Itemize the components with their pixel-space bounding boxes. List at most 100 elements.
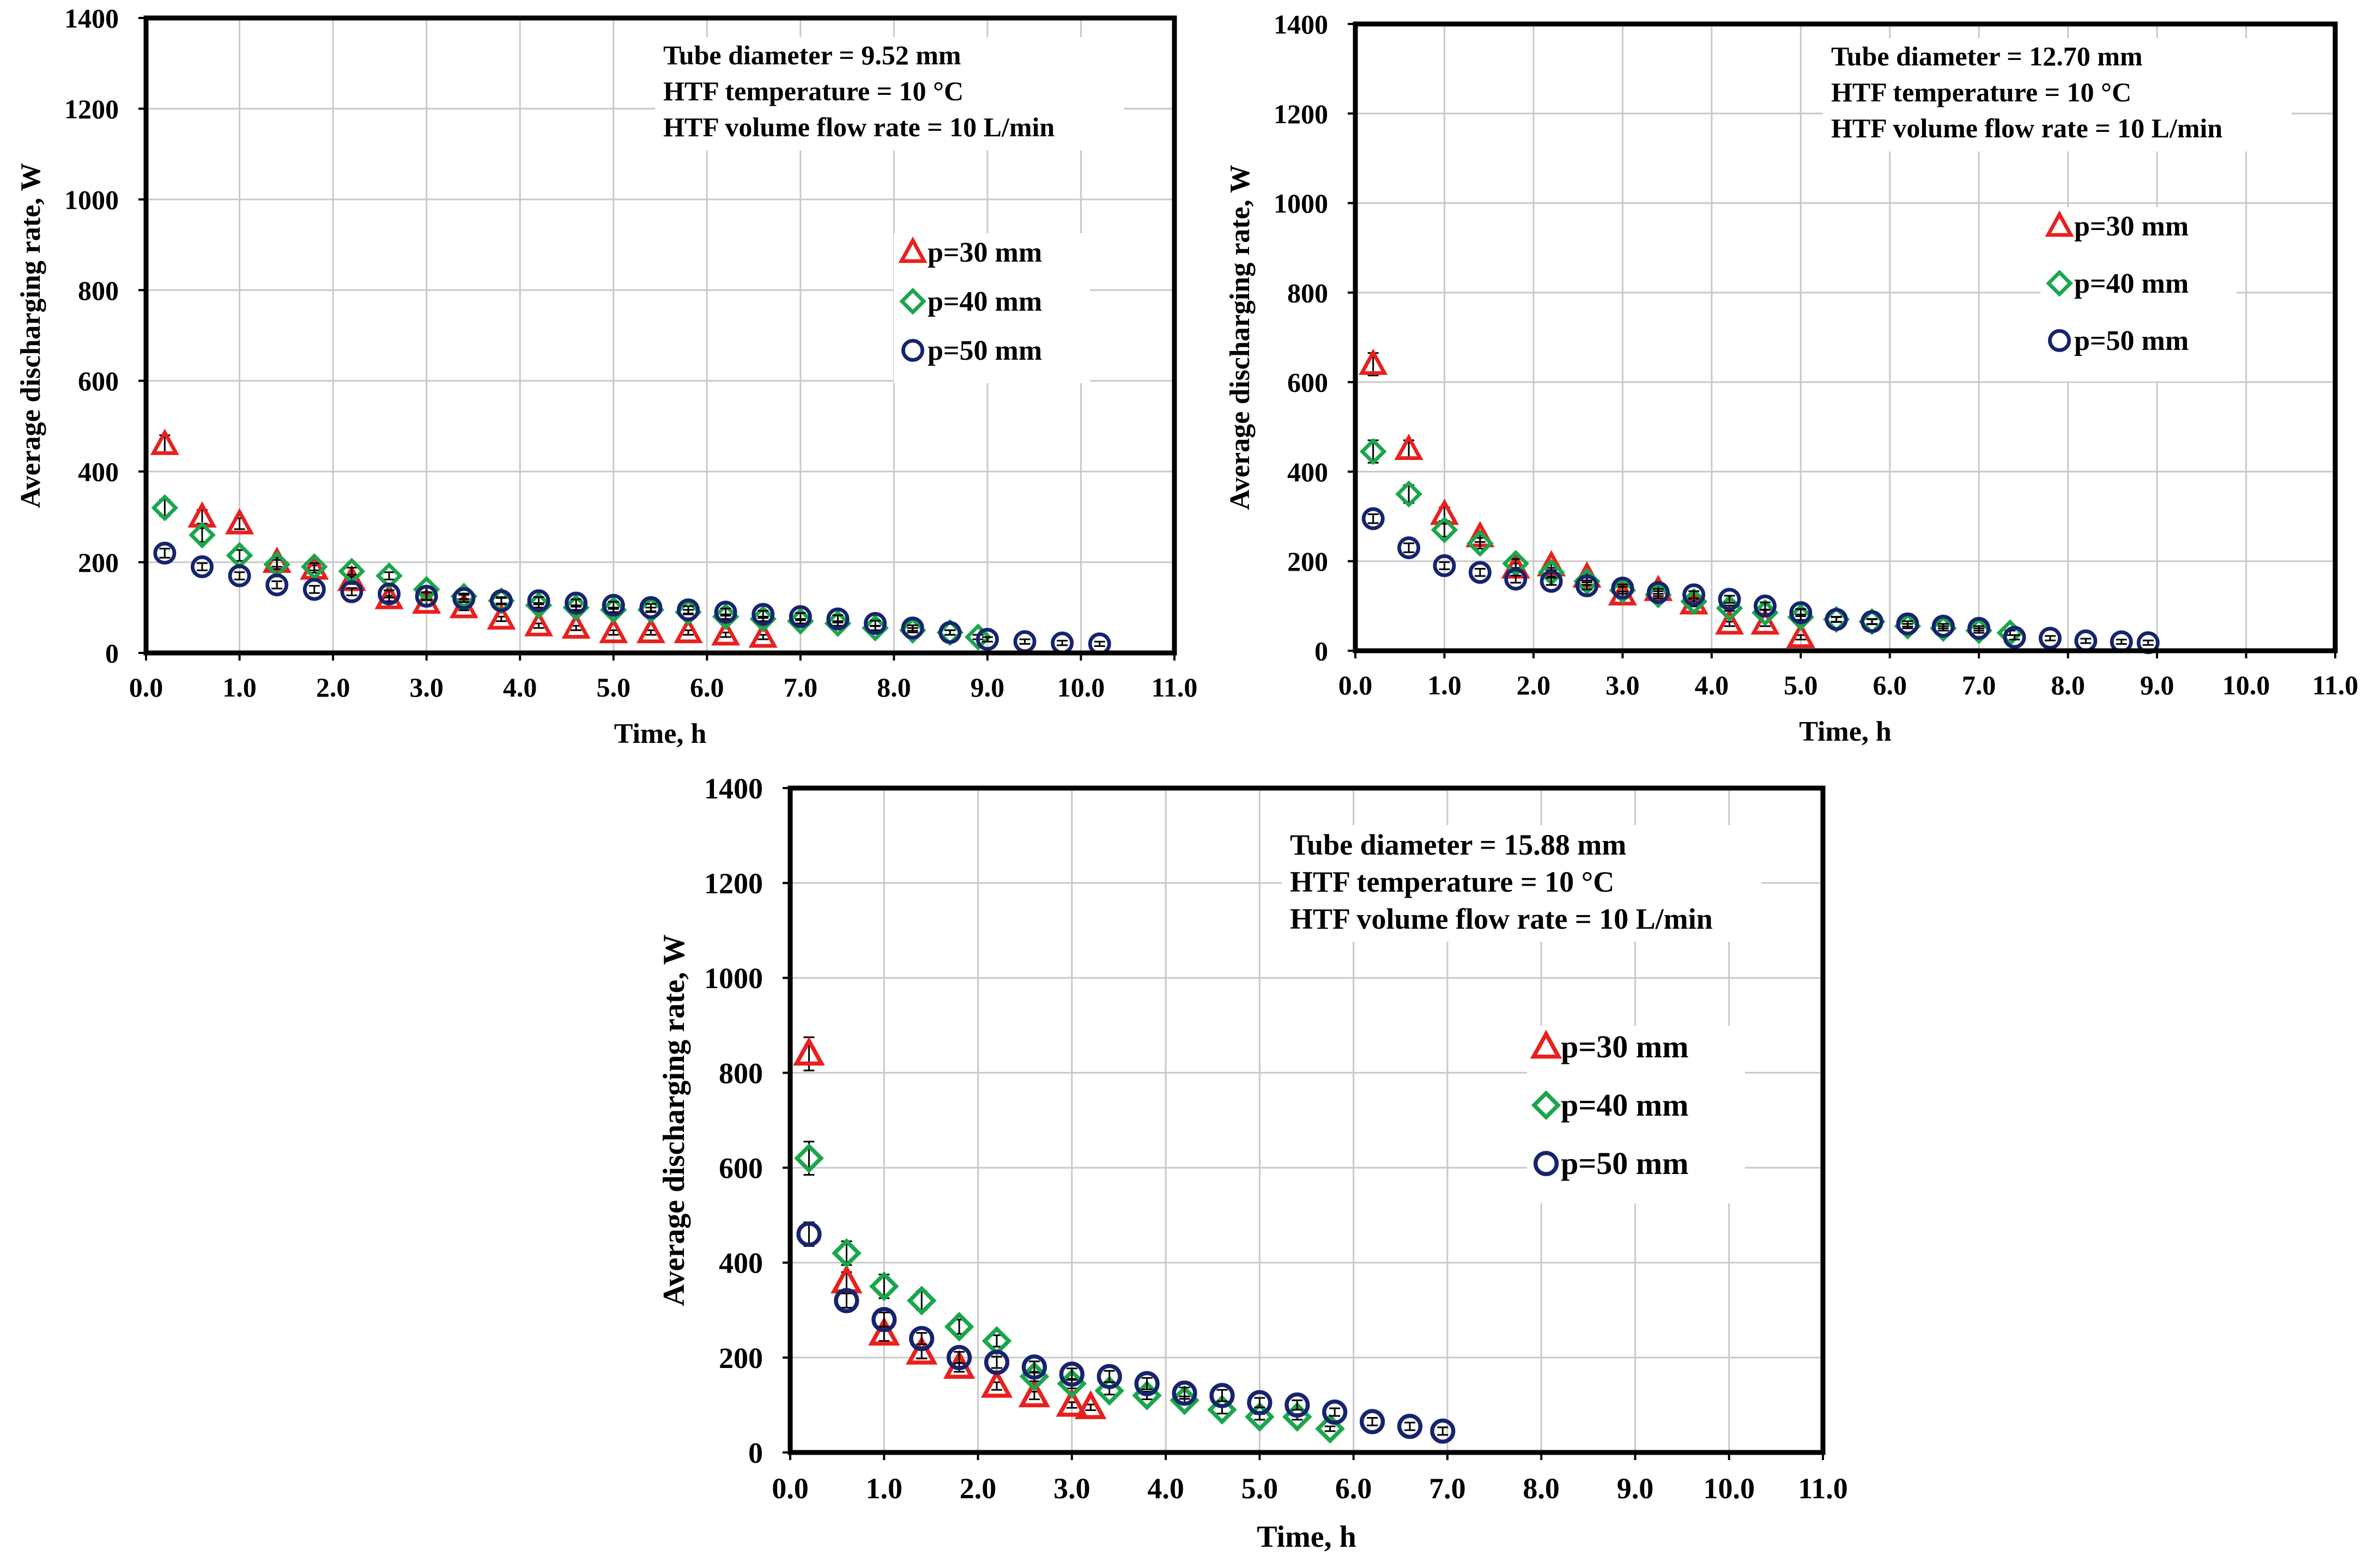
x-axis-title: Time, h [1257,1520,1356,1554]
x-tick-label: 3.0 [1053,1472,1090,1505]
error-bar [795,612,806,621]
data-point [265,573,289,597]
y-tick-label: 1000 [704,962,763,995]
annotation-line: Tube diameter = 15.88 mm [1290,828,1626,861]
data-point [1540,570,1563,593]
data-point [1430,1418,1456,1444]
x-tick-label: 8.0 [1523,1472,1560,1505]
data-point [712,603,740,631]
legend-marker-diamond [899,288,926,315]
data-point [1929,615,1957,642]
plot-frame [143,15,1177,656]
data-point [1433,554,1456,577]
x-tick-label: 5.0 [1784,670,1818,700]
error-bar [1028,1360,1040,1374]
error-bar [2080,638,2092,644]
data-point [602,594,625,617]
data-point [1718,588,1741,611]
error-bar [1057,640,1068,646]
data-point [1018,1378,1051,1408]
annotation-line: HTF temperature = 10 °C [1290,865,1614,898]
y-tick-label: 0 [748,1437,763,1469]
x-axis-title: Time, h [614,718,707,749]
data-point [300,553,328,580]
x-tick-label: 4.0 [1695,670,1729,700]
data-point [1861,610,1884,633]
y-tick-label: 1400 [64,3,119,34]
data-point [1753,594,1777,617]
x-tick-label: 8.0 [877,672,911,703]
data-point [944,1311,974,1342]
data-point [452,587,476,610]
data-point [1965,617,1992,644]
series-diamond [1359,438,2024,646]
data-point [565,591,588,615]
data-point [378,582,401,606]
x-tick-label: 5.0 [1241,1472,1279,1505]
data-point [1245,1402,1275,1432]
x-tick-label: 1.0 [1427,670,1462,700]
x-tick-label: 4.0 [1147,1472,1184,1505]
error-bar [1510,574,1522,584]
x-tick-label: 1.0 [866,1472,903,1505]
data-point [1787,603,1815,631]
error-bar [346,567,358,576]
error-bar [991,1355,1002,1369]
x-tick-label: 7.0 [784,672,818,703]
error-bar [308,562,320,572]
y-tick-label: 1200 [64,94,119,124]
y-axis-title: Average discharging rate, W [657,934,691,1306]
error-bar [1688,590,1700,600]
x-tick-label: 8.0 [2051,670,2085,700]
data-point [599,596,627,623]
data-point [1504,567,1528,591]
data-point [906,1286,937,1316]
data-point [1134,1371,1160,1396]
data-point [1322,1399,1348,1425]
annotation-box [1282,825,1761,942]
error-bar [2009,634,2020,640]
error-bar [944,629,956,636]
y-tick-label: 1200 [1274,99,1328,129]
x-tick-label: 2.0 [1517,670,1551,700]
data-point [1361,507,1385,530]
data-point [794,1143,824,1173]
error-bar [1795,608,1807,617]
data-point [946,1345,972,1370]
legend-label: p=30 mm [1561,1029,1688,1064]
x-tick-label: 10.0 [2222,670,2270,700]
error-bar [308,585,320,594]
data-point [871,1307,897,1333]
x-tick-label: 6.0 [1873,670,1907,700]
x-tick-label: 0.0 [772,1472,809,1505]
x-tick-label: 11.0 [2312,670,2359,700]
data-point [1075,1390,1107,1419]
data-point [599,616,628,644]
data-point [714,601,737,624]
error-bar [1292,1399,1303,1411]
y-tick-label: 0 [105,638,119,669]
legend-label: p=30 mm [2074,211,2189,242]
data-point [901,616,924,640]
annotation-box [1823,38,2292,152]
x-tick-label: 0.0 [1338,670,1373,700]
error-bar [271,559,283,570]
y-tick-label: 400 [78,457,119,487]
data-point [636,616,665,644]
data-point [675,598,702,626]
data-point [637,596,665,623]
error-bar [1474,568,1486,577]
error-bar [196,562,208,572]
data-point [189,521,216,549]
y-tick-label: 400 [719,1247,763,1280]
legend-marker-circle [901,338,925,362]
data-point [525,591,553,619]
error-bar [1254,1397,1265,1408]
data-point [1397,536,1421,560]
data-point [1468,561,1492,584]
data-point [489,589,513,613]
data-point [2038,627,2062,650]
y-tick-label: 800 [78,275,119,306]
x-tick-label: 10.0 [1703,1472,1755,1505]
